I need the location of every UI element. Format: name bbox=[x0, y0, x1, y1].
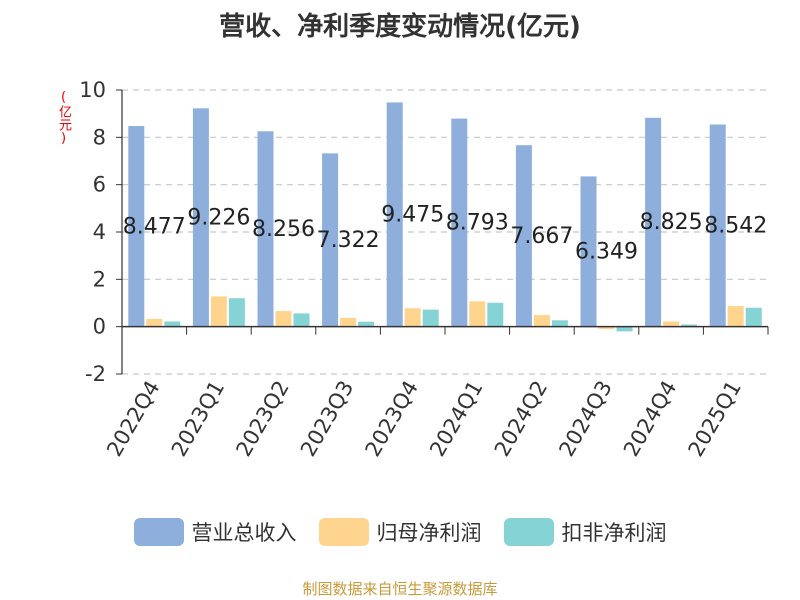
x-tick-label: 2023Q1 bbox=[167, 377, 229, 461]
bar-revenue bbox=[580, 176, 597, 327]
bar-deducted-net-profit bbox=[293, 313, 310, 327]
bar-revenue bbox=[515, 145, 532, 327]
bar-deducted-net-profit bbox=[681, 324, 698, 327]
data-label-revenue: 9.475 bbox=[381, 203, 444, 228]
legend-item-revenue[interactable]: 营业总收入 bbox=[133, 517, 297, 547]
bar-net-profit bbox=[469, 301, 486, 327]
x-tick-label: 2023Q2 bbox=[231, 377, 293, 461]
x-tick-label: 2024Q4 bbox=[619, 377, 681, 461]
bar-net-profit bbox=[404, 308, 421, 327]
x-tick-label: 2022Q4 bbox=[102, 377, 164, 461]
bar-revenue bbox=[257, 131, 274, 327]
bar-revenue bbox=[709, 124, 726, 327]
bar-deducted-net-profit bbox=[487, 302, 504, 327]
bar-deducted-net-profit bbox=[164, 321, 181, 327]
y-tick-label: 6 bbox=[93, 173, 106, 197]
bar-net-profit bbox=[727, 306, 744, 327]
chart-title: 营收、净利季度变动情况(亿元) bbox=[219, 12, 581, 42]
bar-net-profit bbox=[533, 315, 550, 327]
y-tick-label: 8 bbox=[93, 125, 106, 149]
data-label-revenue: 7.322 bbox=[317, 228, 380, 253]
bar-net-profit bbox=[146, 318, 163, 327]
bar-revenue bbox=[128, 126, 145, 327]
legend-swatch-net-profit bbox=[318, 518, 369, 546]
bar-deducted-net-profit bbox=[551, 320, 568, 327]
x-tick-label: 2024Q2 bbox=[490, 377, 552, 461]
y-tick-label: 10 bbox=[79, 78, 106, 102]
legend-label-revenue: 营业总收入 bbox=[191, 521, 297, 545]
bar-revenue bbox=[322, 153, 339, 327]
bar-net-profit bbox=[275, 311, 292, 327]
y-axis-unit-label: (亿元) bbox=[56, 90, 71, 146]
data-label-revenue: 8.793 bbox=[446, 211, 509, 236]
data-label-revenue: 8.542 bbox=[704, 214, 767, 239]
bar-net-profit bbox=[598, 326, 615, 330]
data-label-revenue: 8.825 bbox=[640, 210, 703, 235]
y-tick-label: 0 bbox=[93, 315, 106, 339]
bar-net-profit bbox=[340, 317, 357, 327]
data-label-revenue: 9.226 bbox=[187, 205, 250, 230]
legend-label-deducted-net-profit: 扣非净利润 bbox=[561, 521, 667, 545]
legend-swatch-deducted-net-profit bbox=[503, 518, 554, 546]
data-label-revenue: 8.256 bbox=[252, 217, 315, 242]
x-tick-label: 2024Q3 bbox=[554, 377, 616, 461]
bar-deducted-net-profit bbox=[616, 326, 633, 332]
y-tick-label: -2 bbox=[85, 362, 106, 386]
bar-revenue bbox=[451, 118, 468, 327]
bar-deducted-net-profit bbox=[228, 298, 245, 327]
data-label-revenue: 8.477 bbox=[123, 214, 186, 239]
data-label-revenue: 6.349 bbox=[575, 240, 638, 265]
x-tick-label: 2023Q3 bbox=[296, 377, 358, 461]
bar-deducted-net-profit bbox=[745, 307, 762, 327]
y-tick-label: 4 bbox=[93, 220, 106, 244]
x-tick-label: 2025Q1 bbox=[684, 377, 746, 461]
bar-deducted-net-profit bbox=[358, 321, 375, 327]
data-source-note: 制图数据来自恒生聚源数据库 bbox=[302, 580, 498, 598]
data-label-revenue: 7.667 bbox=[510, 224, 573, 249]
bar-revenue bbox=[386, 102, 403, 327]
bar-net-profit bbox=[663, 321, 680, 327]
bar-revenue bbox=[192, 108, 209, 327]
legend-item-net-profit[interactable]: 归母净利润 bbox=[318, 517, 482, 547]
y-tick-label: 2 bbox=[93, 267, 106, 291]
x-tick-label: 2023Q4 bbox=[361, 377, 423, 461]
x-tick-label: 2024Q1 bbox=[425, 377, 487, 461]
legend-swatch-revenue bbox=[133, 518, 184, 546]
legend-item-deducted-net-profit[interactable]: 扣非净利润 bbox=[503, 517, 667, 547]
bar-revenue bbox=[645, 117, 662, 327]
bar-deducted-net-profit bbox=[422, 309, 439, 327]
legend: 营业总收入 归母净利润 扣非净利润 bbox=[0, 517, 800, 547]
bar-net-profit bbox=[210, 296, 227, 327]
legend-label-net-profit: 归母净利润 bbox=[376, 521, 482, 545]
